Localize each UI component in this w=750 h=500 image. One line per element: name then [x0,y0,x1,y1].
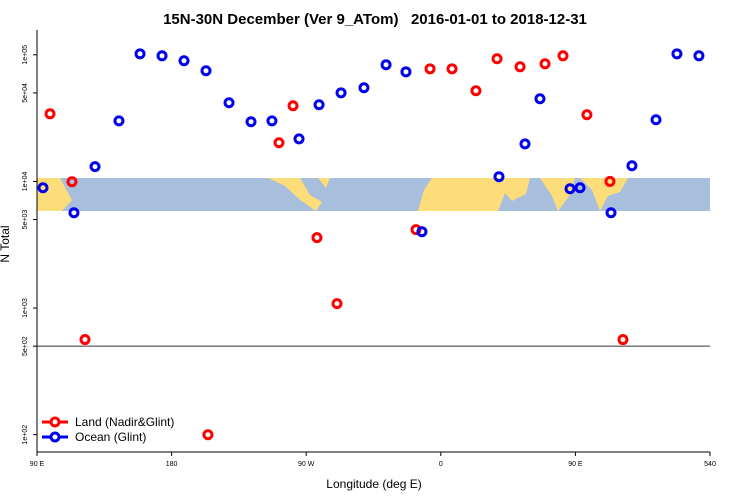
point [605,207,617,219]
point [380,59,392,71]
point [617,334,629,346]
point [89,161,101,173]
point [79,334,91,346]
chart-title: 15N-30N December (Ver 9_ATom) 2016-01-01… [163,11,587,28]
point [266,115,278,127]
point [400,66,412,78]
point [534,93,546,105]
point [66,176,78,188]
point [671,48,683,60]
point [557,50,569,62]
point [68,207,80,219]
point [245,116,257,128]
y-tick-label: 1e+02 [22,425,29,445]
legend-marker [49,431,61,443]
y-tick-label: 1e+04 [22,172,29,192]
point [331,298,343,310]
point [223,97,235,109]
point [650,114,662,126]
point [293,133,305,145]
point [416,226,428,238]
y-tick-label: 1e+05 [22,45,29,65]
x-tick-label: 540 [704,461,716,468]
y-tick-label: 5e+04 [22,83,29,103]
point [564,183,576,195]
point [200,65,212,77]
point [581,109,593,121]
point [335,87,347,99]
y-tick-label: 5e+02 [22,336,29,356]
point [44,108,56,120]
point [424,63,436,75]
point [134,48,146,60]
y-tick-label: 5e+03 [22,210,29,230]
x-tick-label: 90 W [298,461,315,468]
point [273,137,285,149]
y-tick-label: 1e+03 [22,298,29,318]
point [693,50,705,62]
point [539,58,551,70]
point [493,171,505,183]
point [358,82,370,94]
point [202,429,214,441]
point [446,63,458,75]
x-axis-label: Longitude (deg E) [326,477,421,491]
x-tick-label: 0 [439,461,443,468]
x-tick-label: 180 [166,461,178,468]
point [470,85,482,97]
point [287,100,299,112]
point [178,55,190,67]
legend-label: Land (Nadir&Glint) [75,415,174,429]
legend-marker [49,416,61,428]
legend-label: Ocean (Glint) [75,430,146,444]
map-band [37,178,710,211]
y-axis-label: N Total [0,225,12,262]
point [514,61,526,73]
point [37,182,49,194]
point [626,160,638,172]
x-tick-label: 90 E [568,461,583,468]
point [574,182,586,194]
x-tick-label: 90 E [30,461,45,468]
point [113,115,125,127]
point [156,50,168,62]
point [519,138,531,150]
point [604,175,616,187]
point [313,99,325,111]
point [491,53,503,65]
point [311,232,323,244]
